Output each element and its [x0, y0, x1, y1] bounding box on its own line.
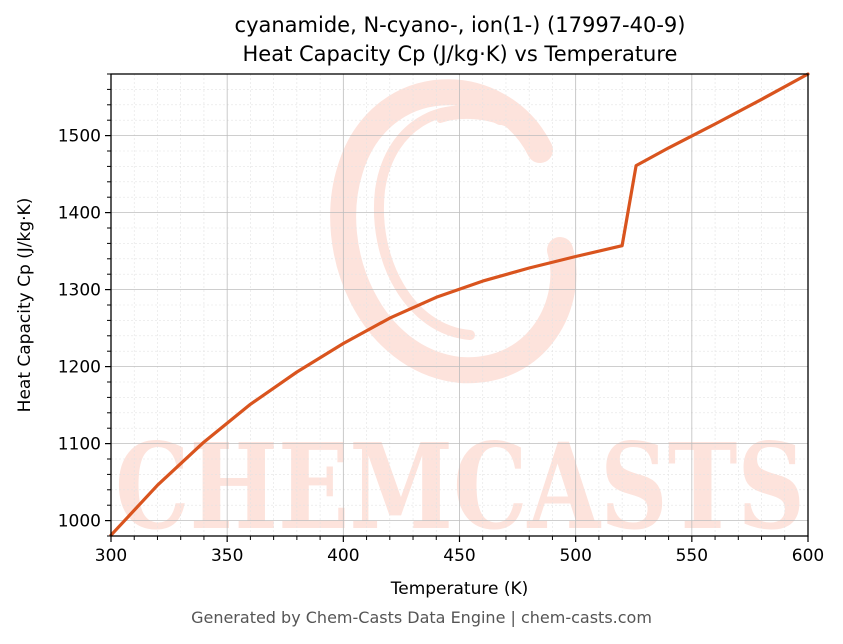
axis-ticks: 300 350 400 450 500 550 600 1000 1100 1200 1300 140… — [58, 73, 824, 566]
y-tick-label: 1300 — [58, 281, 101, 301]
x-tick-label: 350 — [211, 546, 243, 566]
x-tick-label: 450 — [443, 546, 475, 566]
x-tick-label: 500 — [559, 546, 591, 566]
y-tick-label: 1000 — [58, 512, 101, 532]
x-tick-label: 600 — [792, 546, 824, 566]
y-tick-label: 1400 — [58, 204, 101, 224]
watermark-text: CHEMCASTS — [115, 417, 805, 556]
x-tick-label: 400 — [327, 546, 359, 566]
watermark: CHEMCASTS — [115, 79, 805, 556]
series-layer — [109, 72, 810, 537]
y-tick-label: 1200 — [58, 358, 101, 378]
footer-credit: Generated by Chem-Casts Data Engine | ch… — [191, 608, 652, 627]
x-axis-label: Temperature (K) — [390, 579, 529, 599]
chart-title-line1: cyanamide, N-cyano-, ion(1-) (17997-40-9… — [235, 13, 686, 37]
y-axis-label: Heat Capacity Cp (J/kg·K) — [15, 198, 35, 413]
watermark-swirl-icon — [330, 79, 577, 384]
series-line-0 — [109, 72, 810, 537]
x-tick-label: 300 — [95, 546, 127, 566]
chart-title-line2: Heat Capacity Cp (J/kg·K) vs Temperature — [243, 42, 678, 66]
y-tick-label: 1100 — [58, 435, 101, 455]
x-tick-label: 550 — [676, 546, 708, 566]
y-tick-label: 1500 — [58, 127, 101, 147]
